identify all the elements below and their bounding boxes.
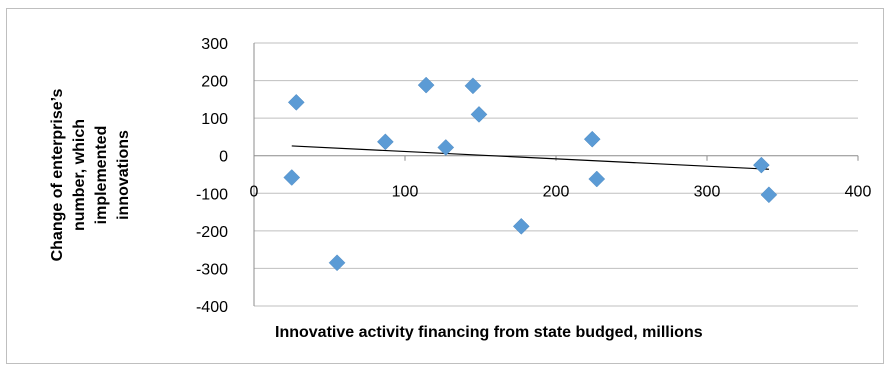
data-point [470,106,488,123]
y-axis-title-line: number, which [71,119,88,231]
data-point [287,94,305,111]
data-point [583,130,601,148]
axes [253,43,859,306]
y-axis-title-line: Change of enterprise’s [49,89,66,262]
x-axis-title: Innovative activity financing from state… [275,324,703,341]
y-tick-label: 300 [201,36,228,53]
y-tick-label: 200 [201,74,228,91]
data-point [753,156,770,174]
y-tick-label: -100 [196,186,228,203]
data-point [328,254,346,272]
x-tick-label: 300 [694,184,721,201]
y-tick-label: -300 [196,261,228,278]
y-axis-title-line: innovations [115,130,132,220]
data-point [417,76,435,94]
y-tick-labels: 300 200 100 0 -100 -200 -300 -400 [196,36,228,316]
data-point [283,169,301,186]
x-tick-label: 0 [250,184,259,201]
y-tick-label: -400 [196,299,228,316]
x-tick-labels: 0 100 200 300 400 [250,184,872,201]
chart-frame [6,8,884,364]
y-tick-label: 0 [219,149,228,166]
x-tick-label: 100 [392,184,419,201]
trendline-group [291,145,769,170]
x-tick-label: 400 [845,184,872,201]
gridlines [254,42,858,307]
data-point [588,170,606,188]
y-tick-label: -200 [196,224,228,241]
y-tick-label: 100 [201,111,228,128]
data-point [512,217,530,235]
y-axis-title-line: implemented [93,126,110,225]
y-axis-title-group: Change of enterprise’s number, which imple… [49,89,132,262]
data-points [283,76,778,272]
data-point [437,139,455,156]
data-point [464,77,482,95]
trendline [291,145,769,170]
data-point [377,133,394,151]
data-point [760,186,778,204]
x-tick-label: 200 [543,184,570,201]
